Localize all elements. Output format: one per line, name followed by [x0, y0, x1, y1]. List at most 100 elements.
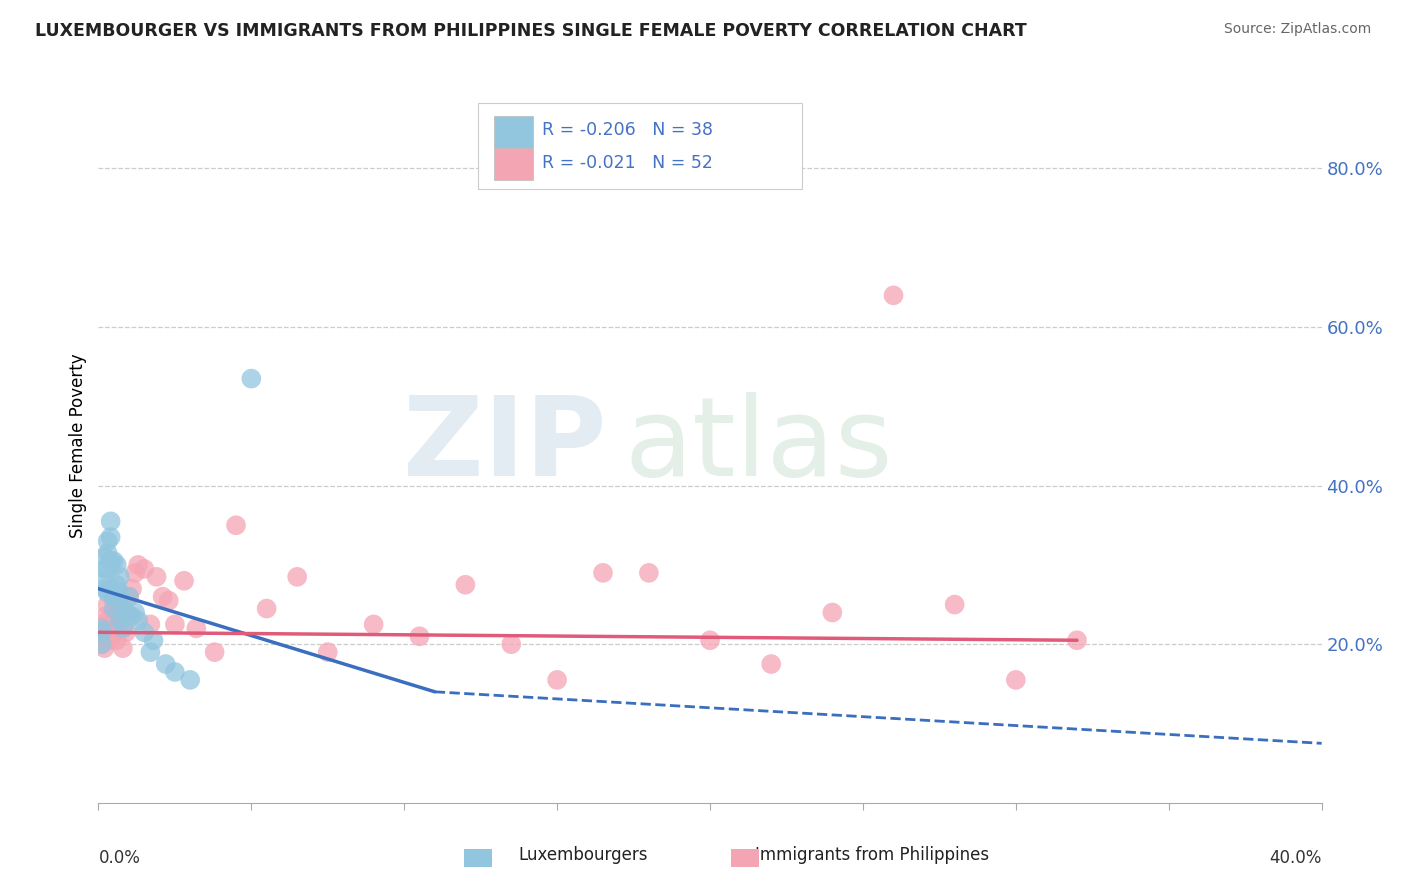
Point: [97, 534, 120, 549]
Point: [105, 578, 128, 592]
Point: [90, 637, 112, 651]
Point: [124, 606, 146, 620]
Point: [163, 665, 186, 679]
Point: [699, 633, 721, 648]
Point: [152, 590, 174, 604]
Point: [118, 590, 141, 604]
Point: [186, 621, 208, 635]
Point: [90, 637, 112, 651]
Point: [100, 582, 122, 596]
Point: [100, 514, 122, 528]
Point: [90, 625, 112, 640]
Point: [121, 609, 143, 624]
Point: [115, 625, 138, 640]
Text: 40.0%: 40.0%: [1270, 849, 1322, 867]
Point: [363, 617, 385, 632]
Point: [111, 601, 134, 615]
Point: [883, 288, 905, 302]
Point: [142, 633, 165, 648]
Point: [759, 657, 782, 671]
Point: [121, 582, 143, 596]
Point: [100, 633, 122, 648]
Point: [100, 530, 122, 544]
Point: [108, 621, 131, 635]
Point: [821, 606, 844, 620]
Text: Luxembourgers: Luxembourgers: [519, 846, 648, 863]
Point: [108, 614, 131, 628]
Point: [105, 633, 128, 648]
Text: R = -0.021   N = 52: R = -0.021 N = 52: [543, 153, 713, 171]
Point: [139, 617, 162, 632]
Point: [103, 590, 125, 604]
Point: [316, 645, 339, 659]
Point: [90, 621, 112, 635]
Text: Immigrants from Philippines: Immigrants from Philippines: [755, 846, 988, 863]
Point: [103, 625, 125, 640]
Point: [115, 606, 138, 620]
FancyBboxPatch shape: [478, 103, 801, 189]
Point: [97, 546, 120, 560]
Text: ZIP: ZIP: [402, 392, 606, 500]
Text: atlas: atlas: [624, 392, 893, 500]
Point: [93, 574, 115, 588]
Point: [501, 637, 523, 651]
Point: [103, 601, 125, 615]
Point: [100, 554, 122, 568]
Y-axis label: Single Female Poverty: Single Female Poverty: [69, 354, 87, 538]
Point: [173, 574, 195, 588]
Point: [111, 621, 134, 635]
Point: [97, 562, 120, 576]
Point: [225, 518, 247, 533]
Point: [93, 641, 115, 656]
Text: Source: ZipAtlas.com: Source: ZipAtlas.com: [1223, 22, 1371, 37]
Point: [118, 590, 141, 604]
Point: [1066, 633, 1088, 648]
Point: [127, 614, 149, 628]
Point: [93, 609, 115, 624]
Point: [111, 641, 134, 656]
Point: [637, 566, 661, 580]
Point: [108, 601, 131, 615]
Text: 0.0%: 0.0%: [98, 849, 141, 867]
Point: [134, 562, 156, 576]
Point: [256, 601, 278, 615]
Point: [105, 590, 128, 604]
Point: [157, 593, 180, 607]
Point: [163, 617, 186, 632]
Point: [454, 578, 477, 592]
Point: [93, 549, 115, 564]
Text: R = -0.206   N = 38: R = -0.206 N = 38: [543, 121, 713, 139]
Point: [97, 629, 120, 643]
Point: [111, 621, 134, 635]
Point: [145, 570, 167, 584]
Point: [97, 598, 120, 612]
Point: [546, 673, 568, 687]
Point: [108, 585, 131, 599]
Point: [105, 617, 128, 632]
Point: [240, 371, 263, 385]
Point: [100, 617, 122, 632]
Point: [97, 585, 120, 599]
Text: LUXEMBOURGER VS IMMIGRANTS FROM PHILIPPINES SINGLE FEMALE POVERTY CORRELATION CH: LUXEMBOURGER VS IMMIGRANTS FROM PHILIPPI…: [35, 22, 1026, 40]
Point: [179, 673, 201, 687]
Point: [943, 598, 966, 612]
Point: [93, 562, 115, 576]
Point: [285, 570, 308, 584]
Point: [118, 609, 141, 624]
Point: [1004, 673, 1026, 687]
Point: [103, 554, 125, 568]
Point: [97, 614, 120, 628]
Point: [134, 625, 156, 640]
Point: [592, 566, 614, 580]
Point: [408, 629, 430, 643]
Point: [105, 558, 128, 572]
Point: [204, 645, 226, 659]
Point: [93, 582, 115, 596]
Point: [108, 570, 131, 584]
Point: [103, 593, 125, 607]
FancyBboxPatch shape: [494, 148, 533, 180]
Point: [139, 645, 162, 659]
Point: [103, 609, 125, 624]
Point: [93, 625, 115, 640]
Point: [155, 657, 177, 671]
